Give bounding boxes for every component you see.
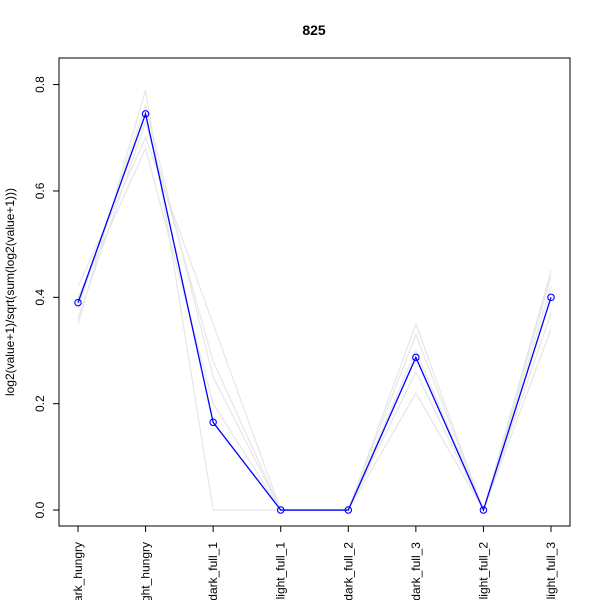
y-tick-label: 0.6: [33, 182, 47, 199]
background-series-line-3: [77, 103, 552, 512]
background-series-line-4: [77, 146, 552, 512]
x-tick-label-light_full_2: light_full_2: [476, 542, 490, 600]
highlight-series-group: [74, 110, 555, 514]
plot-frame: [58, 57, 571, 527]
data-point-light_hungry: [141, 110, 150, 118]
x-axis: dark_hungry light_hungry dark_full_1 light_…: [71, 526, 558, 600]
data-point-dark_full_2: [344, 506, 353, 514]
data-point-dark_full_1: [209, 418, 217, 427]
x-tick-label-dark_full_1: dark_full_1: [206, 542, 220, 600]
x-tick-label-light_hungry: light_hungry: [139, 542, 153, 600]
y-tick-label: 0.8: [33, 76, 47, 93]
data-point-dark_hungry: [74, 298, 82, 307]
data-point-dark_full_3: [412, 353, 420, 362]
chart-title: 825: [302, 22, 326, 38]
background-series-group: [77, 89, 552, 512]
x-tick-label-dark_full_3: dark_full_3: [409, 542, 423, 600]
background-series-line-5: [77, 119, 552, 512]
x-tick-label-dark_full_2: dark_full_2: [341, 542, 355, 600]
data-point-light_full_2: [479, 506, 488, 514]
y-axis: 0.0 0.2 0.4 0.6 0.8: [33, 76, 59, 518]
y-tick-label: 0.2: [33, 395, 47, 412]
background-series-line-2: [77, 136, 552, 512]
x-tick-label-light_full_3: light_full_3: [544, 542, 558, 600]
background-series-line-1: [77, 89, 552, 512]
highlight-series-line: [77, 111, 552, 512]
data-point-light_full_1: [276, 506, 285, 514]
y-tick-label: 0.0: [33, 501, 47, 518]
x-tick-label-dark_hungry: dark_hungry: [71, 542, 85, 600]
y-axis-label: log2(value+1)/sqrt(sum(log2(value+1))): [3, 188, 17, 396]
y-tick-label: 0.4: [33, 289, 47, 306]
data-point-light_full_3: [547, 293, 555, 302]
x-tick-label-light_full_1: light_full_1: [274, 542, 288, 600]
